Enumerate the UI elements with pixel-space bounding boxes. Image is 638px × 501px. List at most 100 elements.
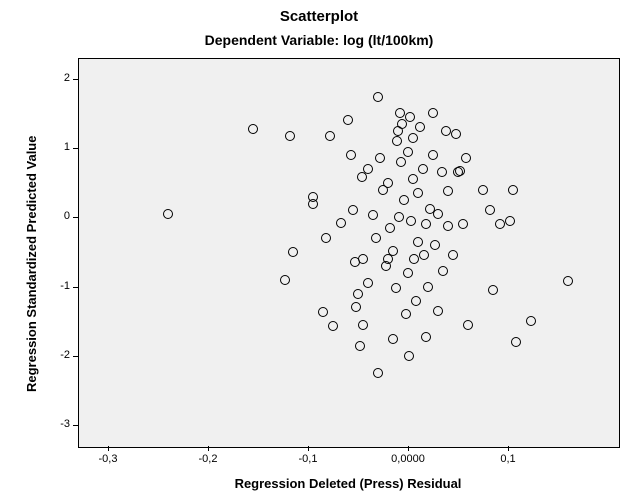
data-point	[433, 209, 443, 219]
y-tick-label: -3	[60, 418, 70, 430]
data-point	[430, 240, 440, 250]
data-point	[388, 246, 398, 256]
data-point	[455, 166, 465, 176]
data-point	[355, 341, 365, 351]
y-tick	[73, 425, 78, 426]
data-point	[488, 285, 498, 295]
data-point	[505, 216, 515, 226]
data-point	[346, 150, 356, 160]
scatter-chart: Scatterplot Dependent Variable: log (lt/…	[0, 0, 638, 501]
data-point	[508, 185, 518, 195]
data-point	[394, 212, 404, 222]
data-point	[392, 136, 402, 146]
y-tick	[73, 287, 78, 288]
data-point	[408, 133, 418, 143]
data-point	[441, 126, 451, 136]
data-point	[328, 321, 338, 331]
data-point	[368, 210, 378, 220]
data-point	[358, 254, 368, 264]
x-tick	[508, 446, 509, 451]
x-tick	[208, 446, 209, 451]
data-point	[461, 153, 471, 163]
data-point	[423, 282, 433, 292]
data-point	[421, 332, 431, 342]
data-point	[433, 306, 443, 316]
data-point	[411, 296, 421, 306]
y-tick-label: 2	[64, 72, 70, 84]
x-tick	[108, 446, 109, 451]
chart-subtitle: Dependent Variable: log (lt/100km)	[0, 32, 638, 48]
data-point	[401, 309, 411, 319]
data-point	[163, 209, 173, 219]
data-point	[308, 199, 318, 209]
x-tick-label: 0,0000	[388, 453, 428, 465]
data-point	[443, 186, 453, 196]
data-point	[409, 254, 419, 264]
data-point	[353, 289, 363, 299]
data-point	[395, 108, 405, 118]
data-point	[443, 221, 453, 231]
data-point	[371, 233, 381, 243]
x-tick	[308, 446, 309, 451]
data-point	[343, 115, 353, 125]
data-point	[408, 174, 418, 184]
data-point	[388, 334, 398, 344]
data-point	[396, 157, 406, 167]
y-tick-label: 1	[64, 141, 70, 153]
data-point	[399, 195, 409, 205]
data-point	[415, 122, 425, 132]
data-point	[406, 216, 416, 226]
data-point	[526, 316, 536, 326]
data-point	[448, 250, 458, 260]
data-point	[413, 188, 423, 198]
data-point	[321, 233, 331, 243]
data-point	[385, 223, 395, 233]
y-tick-label: -1	[60, 280, 70, 292]
data-point	[336, 218, 346, 228]
data-point	[348, 205, 358, 215]
data-point	[403, 147, 413, 157]
x-tick-label: -0,1	[288, 453, 328, 465]
data-point	[373, 368, 383, 378]
data-point	[495, 219, 505, 229]
y-tick	[73, 356, 78, 357]
y-tick	[73, 217, 78, 218]
data-point	[404, 351, 414, 361]
y-tick	[73, 148, 78, 149]
data-point	[358, 320, 368, 330]
y-tick-label: 0	[64, 210, 70, 222]
data-point	[437, 167, 447, 177]
data-point	[563, 276, 573, 286]
data-point	[463, 320, 473, 330]
data-point	[413, 237, 423, 247]
data-point	[485, 205, 495, 215]
y-axis-title: Regression Standardized Predicted Value	[24, 136, 39, 392]
data-point	[280, 275, 290, 285]
data-point	[248, 124, 258, 134]
data-point	[373, 92, 383, 102]
data-point	[428, 108, 438, 118]
data-point	[458, 219, 468, 229]
data-point	[391, 283, 401, 293]
data-point	[375, 153, 385, 163]
data-point	[383, 178, 393, 188]
data-point	[418, 164, 428, 174]
x-tick-label: -0,2	[188, 453, 228, 465]
data-point	[511, 337, 521, 347]
data-point	[288, 247, 298, 257]
data-point	[403, 268, 413, 278]
data-point	[419, 250, 429, 260]
data-point	[438, 266, 448, 276]
data-point	[428, 150, 438, 160]
data-point	[363, 278, 373, 288]
data-point	[363, 164, 373, 174]
x-tick	[408, 446, 409, 451]
x-axis-title: Regression Deleted (Press) Residual	[78, 476, 618, 491]
y-tick	[73, 79, 78, 80]
data-point	[285, 131, 295, 141]
data-point	[325, 131, 335, 141]
data-point	[421, 219, 431, 229]
data-point	[405, 112, 415, 122]
data-point	[357, 172, 367, 182]
data-point	[318, 307, 328, 317]
